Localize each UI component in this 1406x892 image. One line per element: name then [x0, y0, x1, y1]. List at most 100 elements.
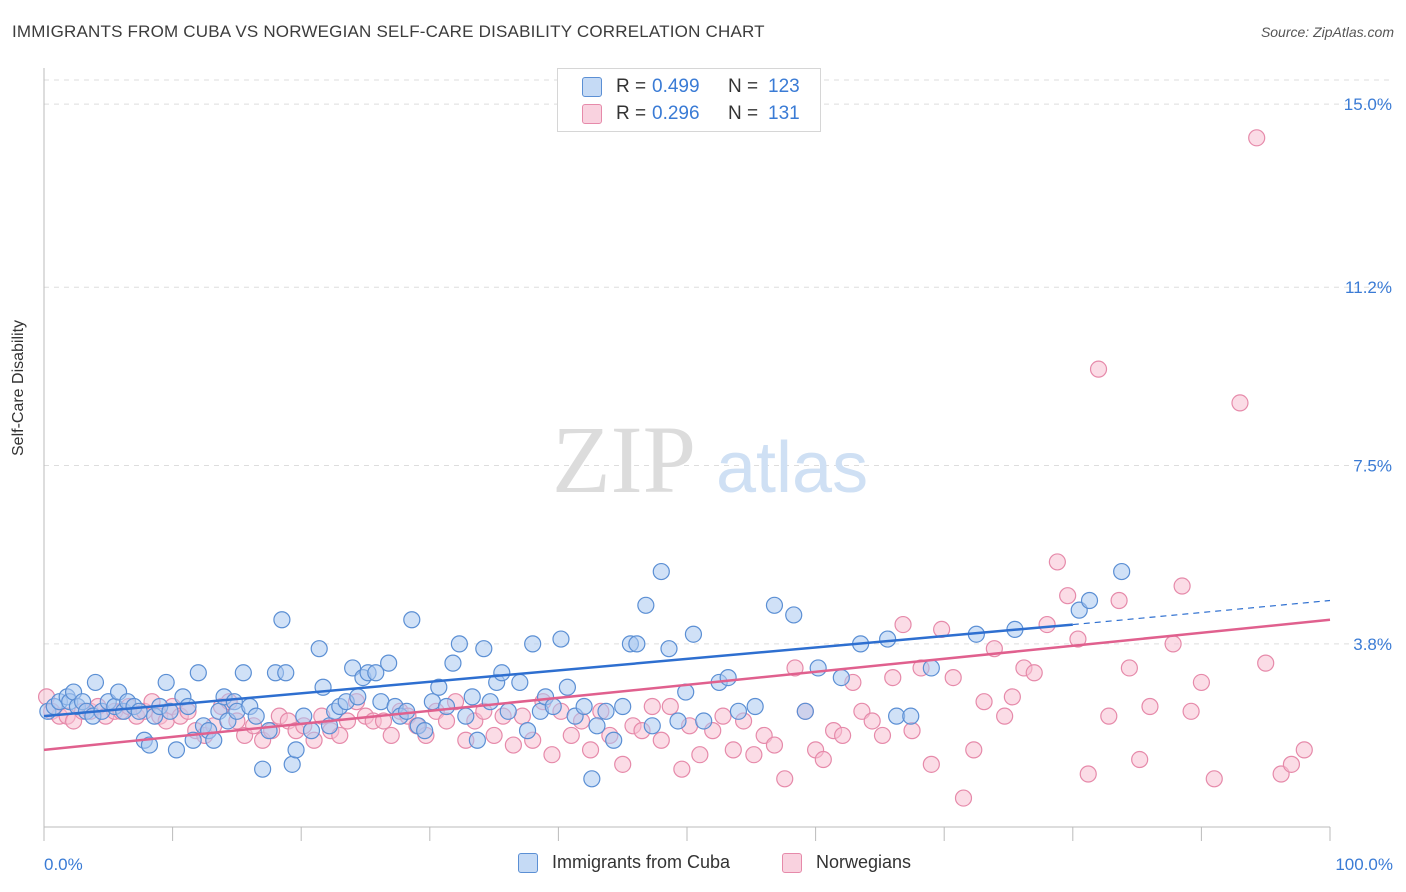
norwegians-point: [1164, 635, 1182, 653]
cuba-point: [809, 659, 827, 677]
series-legend: Immigrants from Cuba Norwegians: [0, 852, 1406, 876]
r-value: 0.296: [652, 103, 700, 124]
legend-row-norwegians: R = 0.296 N = 131: [582, 102, 800, 126]
cuba-point: [140, 736, 159, 754]
correlation-legend: R = 0.499 N = 123 R = 0.296 N = 131: [557, 68, 821, 132]
cuba-point: [922, 659, 940, 677]
norwegians-point: [1038, 615, 1056, 634]
norwegians-point: [1173, 577, 1191, 595]
cuba-point: [575, 697, 593, 716]
cuba-point: [1080, 591, 1099, 610]
cuba-point: [367, 664, 385, 682]
chart-title: IMMIGRANTS FROM CUBA VS NORWEGIAN SELF-C…: [12, 22, 765, 41]
x-tick-label-min: 0.0%: [44, 855, 83, 874]
norwegians-point: [834, 726, 852, 745]
norwegians-point: [485, 726, 503, 745]
cuba-point: [499, 702, 517, 720]
legend-item-cuba: Immigrants from Cuba: [518, 852, 730, 873]
cuba-point: [695, 712, 713, 730]
norwegians-point: [1205, 770, 1223, 788]
y-tick-label: 11.2%: [1345, 278, 1392, 297]
norwegians-point: [1100, 707, 1118, 725]
cuba-trend-line: [43, 623, 1073, 718]
norwegians-trend-line: [43, 618, 1331, 752]
cuba-point: [287, 741, 305, 759]
y-axis-label: Self-Care Disability: [10, 319, 27, 456]
cuba-point: [398, 702, 416, 720]
norwegians-swatch: [582, 104, 602, 124]
norwegians-point: [996, 707, 1014, 725]
norwegians-point: [724, 741, 742, 759]
cuba-point: [832, 668, 850, 687]
norwegians-point: [673, 760, 691, 778]
norwegians-point: [873, 726, 892, 745]
cuba-point: [719, 668, 737, 687]
norwegians-point: [1192, 673, 1211, 692]
source-label: Source: ZipAtlas.com: [1260, 24, 1394, 40]
norwegians-swatch: [782, 852, 802, 873]
norwegians-point: [765, 736, 784, 754]
cuba-point: [628, 635, 646, 653]
cuba-point: [637, 596, 655, 614]
cuba-point: [746, 697, 764, 716]
cuba-point: [481, 693, 499, 711]
cuba-point: [260, 722, 278, 740]
y-tick-label: 7.5%: [1353, 457, 1392, 476]
watermark: ZIP atlas: [552, 406, 868, 513]
norwegians-point: [894, 615, 912, 634]
norwegians-point: [1131, 750, 1149, 769]
norwegians-point: [1248, 129, 1266, 147]
cuba-point: [157, 673, 175, 692]
norwegians-point: [776, 770, 794, 788]
cuba-point: [558, 678, 577, 696]
norwegians-point: [643, 697, 661, 716]
trend-lines: [43, 599, 1331, 752]
cuba-point: [902, 707, 920, 725]
cuba-point: [605, 731, 623, 749]
norwegians-point: [1231, 394, 1249, 412]
cuba-point: [493, 664, 511, 682]
cuba-point: [283, 755, 301, 773]
cuba-point: [450, 635, 468, 653]
norwegians-point: [1059, 587, 1077, 605]
norwegians-point: [1141, 697, 1159, 716]
norwegians-point: [614, 755, 632, 773]
cuba-point: [380, 654, 398, 672]
norwegians-point: [652, 731, 670, 749]
cuba-point: [468, 731, 486, 749]
cuba-point: [660, 640, 678, 658]
norwegians-point: [954, 789, 973, 807]
x-tick-label-max: 100.0%: [1335, 855, 1393, 874]
cuba-point: [403, 611, 421, 629]
y-tick-label: 3.8%: [1353, 635, 1392, 654]
norwegians-point: [975, 693, 993, 711]
r-label: R =: [616, 103, 647, 124]
n-label: N =: [728, 76, 759, 97]
cuba-point: [430, 678, 448, 696]
cuba-point: [518, 722, 537, 740]
cuba-point: [161, 702, 179, 720]
norwegians-point: [922, 755, 940, 773]
watermark-atlas: atlas: [716, 428, 868, 508]
norwegians-point: [437, 712, 456, 730]
norwegians-point: [504, 736, 522, 754]
cuba-point: [588, 717, 606, 735]
cuba-point: [879, 630, 897, 648]
norwegians-point: [1048, 553, 1066, 571]
cuba-point: [179, 697, 197, 716]
cuba-point: [796, 702, 814, 720]
norwegians-point: [714, 707, 732, 725]
norwegians-point: [1257, 654, 1275, 672]
cuba-point: [310, 640, 328, 658]
cuba-point: [511, 673, 529, 692]
norwegians-point: [884, 668, 902, 687]
cuba-point: [234, 664, 252, 682]
y-tick-label: 15.0%: [1344, 95, 1392, 114]
norwegians-point: [382, 726, 400, 745]
cuba-point: [544, 697, 562, 716]
norwegians-point: [1025, 664, 1043, 682]
norwegians-point: [1182, 702, 1200, 720]
cuba-point: [652, 562, 670, 581]
cuba-point: [785, 606, 803, 624]
cuba-point: [189, 664, 207, 682]
